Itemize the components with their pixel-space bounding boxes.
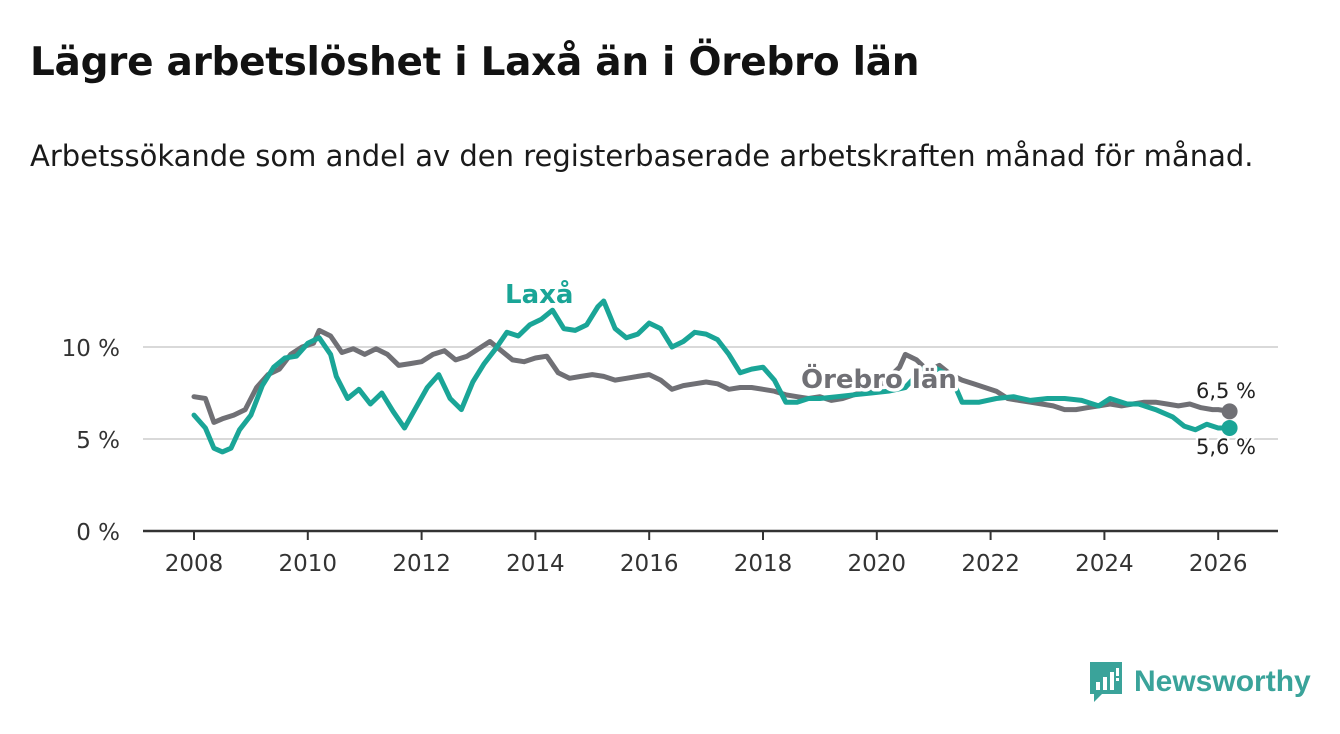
series-lines bbox=[191, 298, 1238, 455]
y-tick-label: 0 % bbox=[76, 520, 120, 546]
x-tick-label: 2010 bbox=[279, 551, 338, 577]
newsworthy-logo: Newsworthy bbox=[1088, 660, 1311, 704]
x-tick-label: 2016 bbox=[620, 551, 679, 577]
end-marker-orebro-lan bbox=[1221, 403, 1238, 420]
x-tick-label: 2012 bbox=[392, 551, 451, 577]
x-tick-label: 2020 bbox=[848, 551, 907, 577]
end-marker-laxa bbox=[1221, 419, 1238, 436]
series-label-laxa: Laxå bbox=[505, 278, 573, 310]
series-labels: Laxå Örebro län 6,5 % 5,6 % bbox=[502, 275, 1259, 462]
x-tick-label: 2024 bbox=[1075, 551, 1134, 577]
end-value-label-laxa: 5,6 % bbox=[1196, 435, 1256, 459]
x-tick-label: 2008 bbox=[165, 551, 224, 577]
y-tick-label: 5 % bbox=[76, 428, 120, 454]
x-axis bbox=[143, 529, 1278, 540]
y-axis-tick-labels: 0 % 5 % 10 % bbox=[62, 336, 120, 546]
x-tick-label: 2014 bbox=[506, 551, 565, 577]
series-label-orebro-lan: Örebro län bbox=[801, 362, 957, 395]
chart-subtitle: Arbetssökande som andel av den registerb… bbox=[30, 139, 1254, 173]
x-axis-tick-labels: 2008 2010 2012 2014 2016 2018 2020 2022 2024 2026 bbox=[165, 551, 1248, 577]
end-value-label-orebro-lan: 6,5 % bbox=[1196, 379, 1256, 403]
series-line-orebro-lan bbox=[191, 327, 1233, 425]
brand-name: Newsworthy bbox=[1134, 665, 1311, 698]
x-tick-label: 2022 bbox=[961, 551, 1020, 577]
x-tick-label: 2018 bbox=[734, 551, 793, 577]
x-tick-label: 2026 bbox=[1189, 551, 1248, 577]
series-line-laxa bbox=[191, 298, 1233, 455]
newsworthy-chart-icon bbox=[1090, 662, 1122, 702]
grid-lines bbox=[143, 346, 1278, 440]
y-tick-label: 10 % bbox=[62, 336, 120, 362]
chart-title: Lägre arbetslöshet i Laxå än i Örebro lä… bbox=[30, 40, 920, 85]
